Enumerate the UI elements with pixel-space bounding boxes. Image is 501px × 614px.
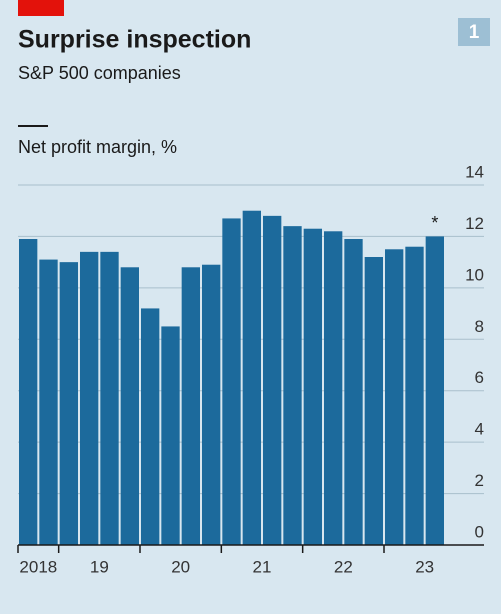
chart-title: Surprise inspection [18,26,251,54]
y-tick-label: 12 [465,214,484,233]
bar [202,264,221,545]
bar [141,308,160,545]
bar [344,239,363,545]
y-tick-label: 0 [475,522,484,541]
x-tick-label: 22 [334,557,353,576]
bar [364,257,383,545]
y-tick-label: 10 [465,265,484,284]
bar [19,239,38,545]
y-tick-label: 2 [475,471,484,490]
bar [161,326,180,545]
y-tick-label: 14 [465,162,484,181]
x-tick-label: 19 [90,557,109,576]
bar [242,210,261,545]
bar [385,249,404,546]
y-tick-label: 4 [475,420,484,439]
bar [120,267,139,545]
bar [324,231,343,546]
annotation: * [431,213,438,233]
x-tick-label: 23 [415,557,434,576]
chart-subtitle: S&P 500 companies [18,63,181,83]
badge [458,18,490,46]
bar [59,262,78,545]
bar [100,251,119,545]
x-tick-label: 2018 [19,557,57,576]
bar [303,228,322,545]
y-tick-label: 6 [475,368,484,387]
bar [283,226,302,545]
bar [425,236,444,545]
y-tick-label: 8 [475,317,484,336]
bar [222,218,241,545]
x-tick-label: 20 [171,557,190,576]
bar [263,215,282,545]
bar [80,251,99,545]
bar [181,267,200,545]
x-tick-label: 21 [253,557,272,576]
bar [405,246,424,545]
badge-number: 1 [469,22,480,43]
red-tag [18,0,64,16]
bar [39,259,58,545]
legend-label: Net profit margin, % [18,137,177,157]
